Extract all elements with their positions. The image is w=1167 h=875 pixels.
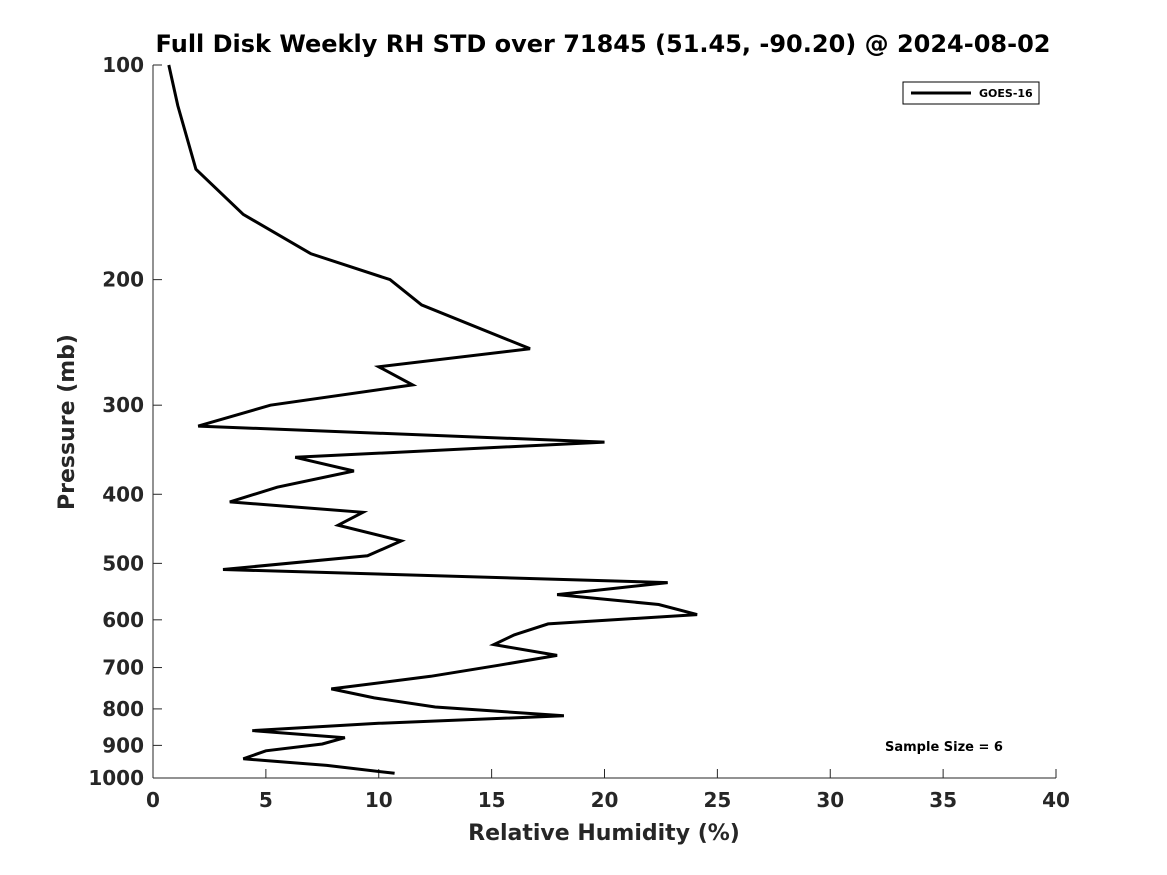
y-tick-label: 500	[102, 551, 144, 575]
sample-size-annotation: Sample Size = 6	[885, 740, 1003, 755]
y-tick-label: 900	[102, 733, 144, 757]
x-tick-label: 0	[146, 788, 160, 812]
x-tick-label: 5	[259, 788, 273, 812]
x-tick-label: 20	[591, 788, 619, 812]
legend: GOES-16	[902, 81, 1040, 105]
x-tick-label: 35	[929, 788, 957, 812]
y-tick-label: 600	[102, 608, 144, 632]
series-group	[167, 64, 698, 775]
y-tick-label: 300	[102, 393, 144, 417]
x-tick-label: 10	[365, 788, 393, 812]
y-axis-label: Pressure (mb)	[55, 334, 80, 510]
series-line-goes-16	[167, 64, 698, 775]
x-tick-label: 30	[816, 788, 844, 812]
x-axis-label: Relative Humidity (%)	[468, 821, 740, 846]
chart-title: Full Disk Weekly RH STD over 71845 (51.4…	[156, 30, 1051, 58]
y-tick-label: 400	[102, 482, 144, 506]
y-tick-label: 800	[102, 697, 144, 721]
x-axis: 0 5 10 15 20 25 30 35 40	[146, 769, 1070, 812]
y-axis: 100 200 300 400 500 600 700 800 900 1000	[88, 53, 162, 790]
y-tick-label: 100	[102, 53, 144, 77]
y-tick-label: 700	[102, 656, 144, 680]
x-tick-label: 25	[703, 788, 731, 812]
x-tick-label: 40	[1042, 788, 1070, 812]
x-tick-label: 15	[478, 788, 506, 812]
y-tick-label: 200	[102, 268, 144, 292]
legend-label-goes-16: GOES-16	[979, 87, 1033, 100]
y-tick-label: 1000	[88, 766, 144, 790]
